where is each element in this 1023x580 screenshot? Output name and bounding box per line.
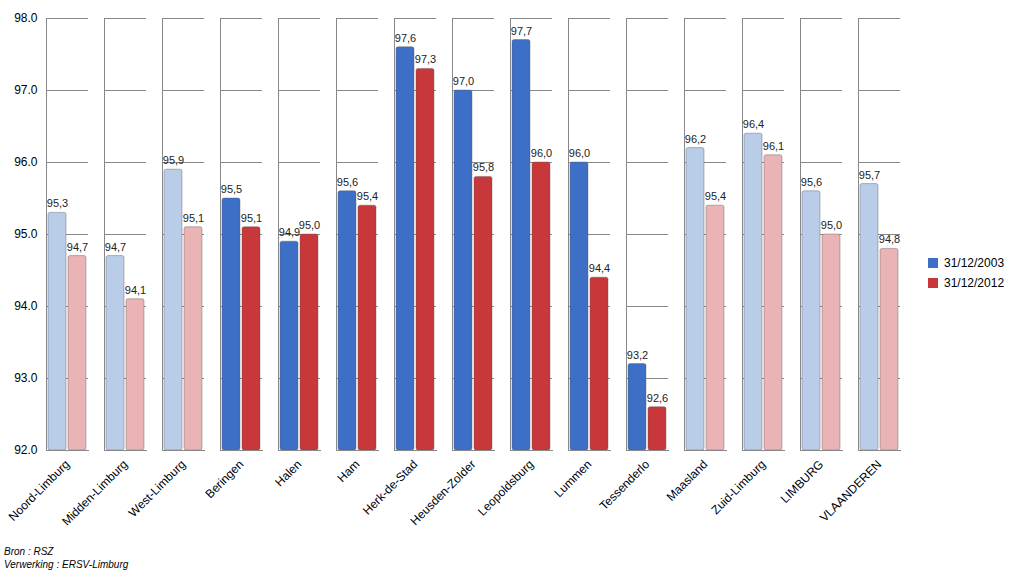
svg-text:92,6: 92,6 <box>647 392 668 404</box>
svg-text:West-Limburg: West-Limburg <box>126 457 189 520</box>
svg-text:97,3: 97,3 <box>415 53 436 65</box>
svg-text:Heusden-Zolder: Heusden-Zolder <box>408 457 479 528</box>
svg-text:93.0: 93.0 <box>14 371 38 385</box>
svg-text:98.0: 98.0 <box>14 11 38 25</box>
svg-text:95,0: 95,0 <box>821 219 842 231</box>
svg-text:96,0: 96,0 <box>531 147 552 159</box>
svg-text:94,8: 94,8 <box>879 233 900 245</box>
svg-text:95,9: 95,9 <box>163 154 184 166</box>
svg-text:97.0: 97.0 <box>14 83 38 97</box>
svg-text:96,4: 96,4 <box>743 118 764 130</box>
svg-text:95,6: 95,6 <box>801 176 822 188</box>
svg-text:Maasland: Maasland <box>664 457 711 504</box>
svg-text:94,9: 94,9 <box>279 226 300 238</box>
svg-text:95,6: 95,6 <box>337 176 358 188</box>
svg-text:95,7: 95,7 <box>859 169 880 181</box>
svg-text:Beringen: Beringen <box>202 457 246 501</box>
html-text:31/12/2003: 31/12/2003 <box>944 255 1005 270</box>
svg-text:95,0: 95,0 <box>299 219 320 231</box>
svg-text:95,1: 95,1 <box>241 212 262 224</box>
svg-text:94,7: 94,7 <box>105 241 126 253</box>
svg-text:VLAANDEREN: VLAANDEREN <box>817 457 884 524</box>
svg-text:95,4: 95,4 <box>357 190 378 202</box>
svg-text:Zuid-Limburg: Zuid-Limburg <box>708 457 768 517</box>
svg-text:Noord-Limburg: Noord-Limburg <box>6 457 73 524</box>
svg-text:94,4: 94,4 <box>589 262 610 274</box>
html-text:Bron : RSZ: Bron : RSZ <box>4 546 54 557</box>
svg-text:96.0: 96.0 <box>14 155 38 169</box>
svg-text:97,6: 97,6 <box>395 32 416 44</box>
svg-text:97,7: 97,7 <box>511 25 532 37</box>
svg-text:94,1: 94,1 <box>125 284 146 296</box>
svg-text:95,4: 95,4 <box>705 190 726 202</box>
svg-text:95,3: 95,3 <box>47 197 68 209</box>
svg-text:95.0: 95.0 <box>14 227 38 241</box>
svg-text:97,0: 97,0 <box>453 75 474 87</box>
svg-text:96,2: 96,2 <box>685 133 706 145</box>
svg-text:Ham: Ham <box>335 457 363 485</box>
svg-text:95,1: 95,1 <box>183 212 204 224</box>
svg-text:LIMBURG: LIMBURG <box>778 457 827 506</box>
svg-text:Leopoldsburg: Leopoldsburg <box>475 457 536 518</box>
svg-text:Halen: Halen <box>272 457 304 489</box>
svg-text:Herk-de-Stad: Herk-de-Stad <box>360 457 420 517</box>
svg-text:95,8: 95,8 <box>473 161 494 173</box>
html-text:Verwerking : ERSV-Limburg: Verwerking : ERSV-Limburg <box>4 559 129 570</box>
svg-text:96,1: 96,1 <box>763 140 784 152</box>
svg-text:96,0: 96,0 <box>569 147 590 159</box>
svg-text:94.0: 94.0 <box>14 299 38 313</box>
svg-text:95,5: 95,5 <box>221 183 242 195</box>
html-text:31/12/2012: 31/12/2012 <box>944 275 1005 290</box>
svg-text:93,2: 93,2 <box>627 349 648 361</box>
svg-text:Midden-Limburg: Midden-Limburg <box>59 457 130 528</box>
svg-text:Lummen: Lummen <box>551 457 594 500</box>
svg-text:94,7: 94,7 <box>67 241 88 253</box>
svg-text:Tessenderlo: Tessenderlo <box>597 457 653 513</box>
svg-text:92.0: 92.0 <box>14 443 38 457</box>
